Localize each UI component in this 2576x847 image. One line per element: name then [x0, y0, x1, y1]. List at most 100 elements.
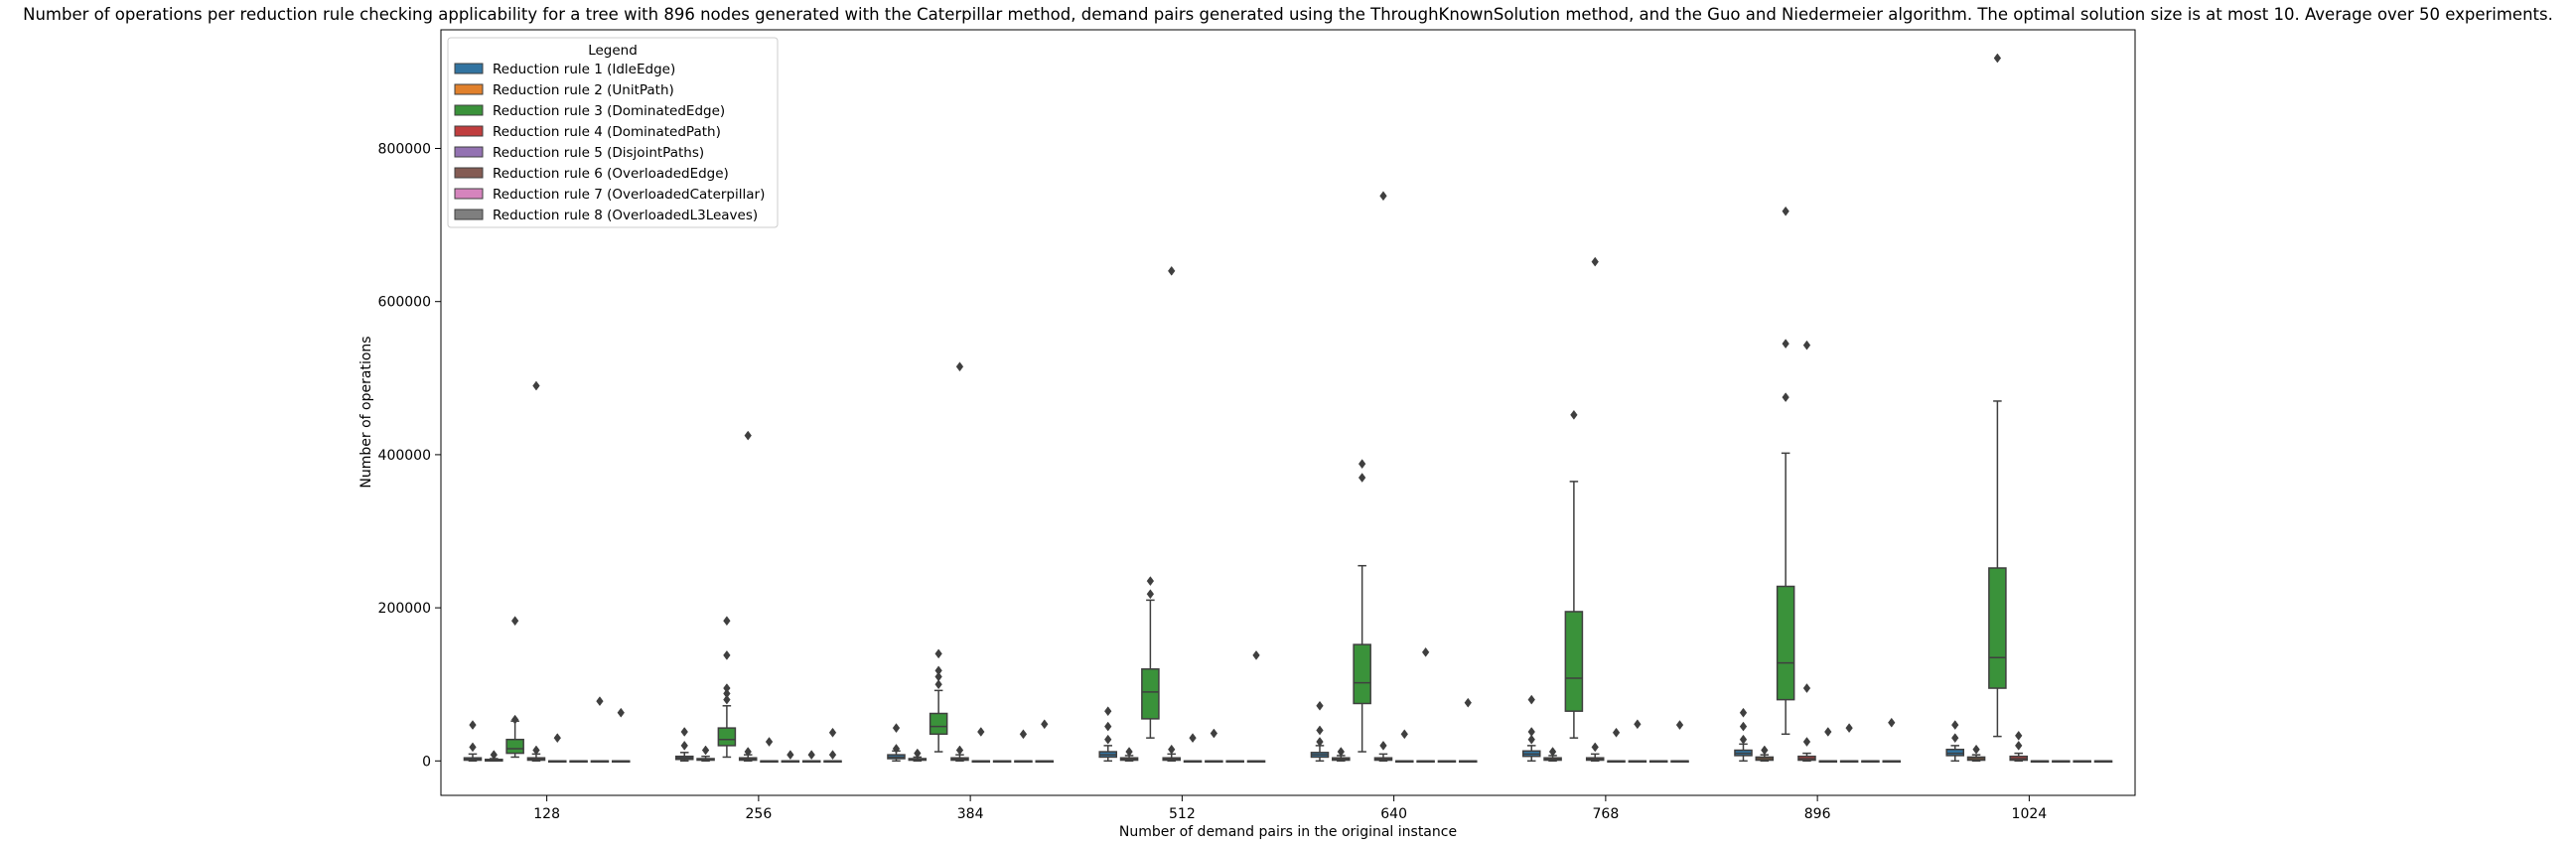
box-7-384	[1014, 729, 1033, 764]
legend-label: Reduction rule 6 (OverloadedEdge)	[493, 166, 729, 182]
x-tick-label: 256	[746, 806, 773, 822]
box-2-896	[1755, 745, 1775, 763]
box-iqr	[505, 738, 524, 755]
y-tick-label: 400000	[378, 448, 431, 464]
outlier-point	[1168, 265, 1176, 276]
legend-label: Reduction rule 8 (OverloadedL3Leaves)	[493, 208, 758, 223]
legend-entries: Reduction rule 1 (IdleEdge) Reduction rul…	[454, 62, 765, 223]
box-iqr	[929, 712, 948, 736]
outlier-point	[2015, 740, 2023, 751]
box-4-768	[1585, 256, 1605, 763]
box-3-640	[1353, 459, 1371, 753]
outlier-point	[1739, 707, 1748, 718]
outlier-point	[2015, 730, 2023, 741]
box-4-1024	[2009, 730, 2028, 763]
y-axis: 0 200000 400000 600000 800000	[378, 142, 441, 770]
x-tick-label: 1024	[2012, 806, 2048, 822]
box-4-128	[526, 380, 546, 763]
box-7-1024	[2073, 760, 2091, 764]
x-tick-label: 384	[957, 806, 984, 822]
outlier-point	[1802, 737, 1811, 747]
plot-area-frame	[440, 29, 2136, 796]
box-5-768	[1607, 727, 1626, 764]
box-5-384	[971, 727, 991, 764]
outlier-point	[490, 750, 499, 761]
outlier-point	[723, 694, 731, 705]
x-tick-label: 512	[1169, 806, 1196, 822]
box-iqr	[1353, 643, 1371, 705]
outlier-point	[1782, 392, 1789, 402]
box-3-1024	[1988, 53, 2007, 738]
box-6-640	[1416, 646, 1435, 764]
box-1-768	[1521, 694, 1541, 763]
outlier-point	[828, 727, 837, 738]
outlier-point	[1316, 737, 1324, 747]
box-1-256	[674, 727, 694, 763]
outlier-point	[532, 380, 540, 391]
outlier-point	[1316, 700, 1324, 711]
outlier-point	[469, 742, 477, 753]
legend: Legend Reduction rule 1 (IdleEdge)Reduct…	[447, 37, 779, 228]
box-1-128	[463, 720, 483, 763]
box-3-256	[717, 616, 737, 759]
outlier-point	[680, 740, 688, 751]
box-1-1024	[1945, 720, 1965, 763]
x-tick-label: 896	[1804, 806, 1831, 822]
outlier-point	[1337, 747, 1346, 757]
outlier-point	[1802, 340, 1811, 351]
box-3-768	[1564, 409, 1584, 739]
legend-label: Reduction rule 2 (UnitPath)	[493, 82, 674, 98]
legend-label: Reduction rule 1 (IdleEdge)	[493, 62, 675, 77]
box-6-1024	[2052, 760, 2071, 764]
outlier-point	[1189, 733, 1197, 744]
box-5-896	[1818, 727, 1838, 764]
outlier-point	[787, 750, 794, 761]
outlier-point	[1527, 694, 1535, 705]
box-8-128	[611, 707, 631, 764]
outlier-point	[955, 745, 964, 756]
outlier-point	[1146, 576, 1155, 587]
box-1-512	[1098, 706, 1118, 763]
box-8-384	[1035, 719, 1055, 764]
box-7-768	[1648, 760, 1668, 764]
outlier-point	[1951, 733, 1959, 744]
outlier-point	[1421, 646, 1430, 657]
box-8-896	[1882, 717, 1902, 764]
legend-swatch	[454, 167, 484, 179]
outlier-point	[1888, 717, 1896, 728]
y-axis-label: Number of operations	[358, 336, 374, 488]
box-7-896	[1861, 760, 1880, 764]
outlier-point	[723, 683, 731, 693]
box-7-256	[801, 750, 821, 764]
box-5-256	[760, 737, 779, 764]
box-1-640	[1310, 700, 1330, 763]
outlier-point	[1104, 706, 1112, 717]
outlier-point	[701, 745, 710, 756]
box-6-256	[781, 750, 800, 764]
box-iqr	[717, 727, 737, 747]
box-series-group	[463, 53, 2113, 764]
outlier-point	[469, 720, 477, 730]
box-4-384	[950, 361, 969, 763]
outlier-point	[1400, 729, 1408, 740]
box-7-512	[1225, 760, 1244, 764]
outlier-point	[1104, 734, 1112, 745]
legend-frame	[447, 37, 779, 228]
outlier-point	[1358, 459, 1366, 470]
box-iqr	[1776, 585, 1795, 701]
x-tick-label: 768	[1593, 806, 1620, 822]
outlier-point	[532, 745, 540, 756]
box-6-512	[1205, 728, 1223, 764]
outlier-point	[934, 648, 942, 659]
outlier-point	[828, 750, 837, 761]
legend-swatch	[454, 146, 484, 158]
outlier-point	[1464, 697, 1472, 708]
box-4-512	[1162, 265, 1181, 763]
box-iqr	[1988, 567, 2007, 689]
chart-title: Number of operations per reduction rule …	[23, 5, 2553, 24]
legend-label: Reduction rule 3 (DominatedEdge)	[493, 103, 725, 119]
outlier-point	[892, 744, 901, 754]
box-iqr	[1945, 748, 1965, 757]
outlier-point	[1591, 742, 1599, 753]
box-5-1024	[2030, 760, 2050, 764]
